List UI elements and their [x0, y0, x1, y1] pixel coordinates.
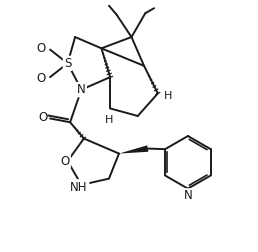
Text: O: O: [60, 154, 70, 168]
Text: H: H: [105, 115, 113, 125]
Text: O: O: [38, 111, 47, 124]
Text: O: O: [37, 42, 46, 55]
Text: S: S: [64, 57, 71, 70]
Text: NH: NH: [70, 181, 88, 194]
Text: H: H: [164, 91, 173, 101]
Text: N: N: [77, 83, 86, 96]
Polygon shape: [119, 145, 148, 153]
Text: N: N: [183, 189, 192, 202]
Text: O: O: [37, 72, 46, 85]
